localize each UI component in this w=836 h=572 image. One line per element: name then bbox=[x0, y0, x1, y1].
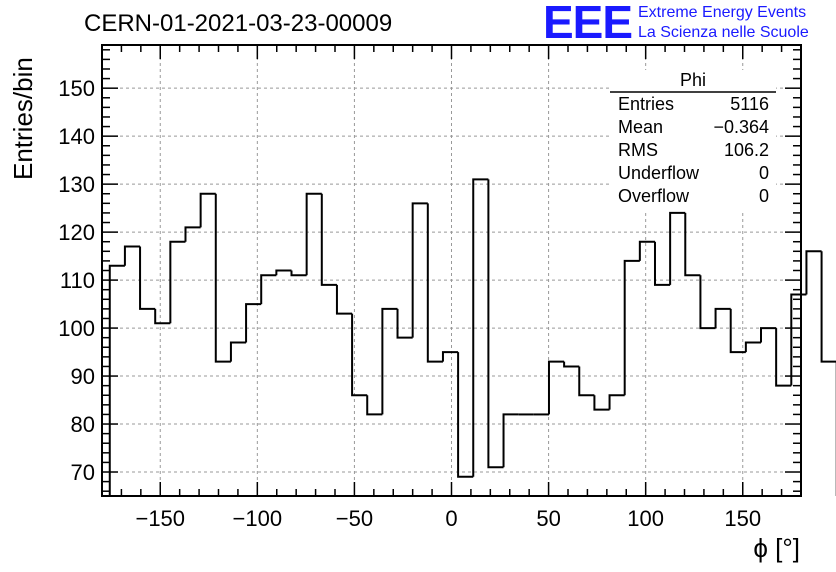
y-tick-label: 140 bbox=[58, 124, 95, 149]
stats-row-value: −0.364 bbox=[713, 117, 769, 137]
y-tick-label: 120 bbox=[58, 220, 95, 245]
x-tick-label: −50 bbox=[336, 506, 373, 531]
histogram-bin bbox=[229, 341, 247, 362]
histogram-bin bbox=[169, 240, 186, 324]
chart-title: CERN-01-2021-03-23-00009 bbox=[84, 10, 393, 37]
histogram-bin bbox=[199, 192, 216, 228]
y-tick-label: 90 bbox=[71, 364, 95, 389]
histogram-bin bbox=[487, 179, 504, 469]
histogram-bin bbox=[653, 241, 671, 286]
histogram-bin bbox=[608, 394, 625, 410]
histogram-bin bbox=[714, 307, 731, 329]
grid-lines bbox=[102, 45, 801, 496]
histogram-bin bbox=[775, 328, 792, 387]
stats-row-label: RMS bbox=[618, 140, 658, 160]
histogram-bin bbox=[320, 193, 337, 286]
histogram-bin bbox=[214, 193, 231, 363]
histogram-bin bbox=[123, 245, 141, 266]
stats-row-label: Underflow bbox=[618, 163, 700, 183]
y-tick-label: 130 bbox=[58, 172, 95, 197]
histogram-bin bbox=[820, 251, 836, 496]
y-tick-label: 100 bbox=[58, 316, 95, 341]
histogram-bin bbox=[805, 250, 822, 295]
logo-text-line2: La Scienza nelle Scuole bbox=[638, 24, 809, 41]
stats-row-value: 106.2 bbox=[724, 140, 769, 160]
histogram-bin bbox=[245, 303, 262, 343]
histogram-bin bbox=[426, 203, 443, 363]
x-tick-label: 100 bbox=[627, 506, 664, 531]
y-tick-label: 110 bbox=[60, 268, 95, 293]
histogram-bin bbox=[275, 269, 292, 276]
histogram-bin bbox=[563, 361, 580, 368]
histogram-series bbox=[108, 178, 836, 496]
histogram-bin bbox=[744, 341, 762, 353]
histogram-bin bbox=[457, 352, 474, 478]
stats-row-value: 0 bbox=[759, 186, 769, 206]
x-tick-label: 150 bbox=[724, 506, 761, 531]
stats-row-label: Overflow bbox=[618, 186, 690, 206]
histogram-bin bbox=[139, 246, 156, 310]
histogram-bin bbox=[381, 307, 398, 415]
y-tick-label: 150 bbox=[58, 76, 95, 101]
y-axis-label: Entries/bin bbox=[8, 57, 38, 180]
stats-row-label: Mean bbox=[618, 117, 663, 137]
x-tick-label: −100 bbox=[233, 506, 283, 531]
histogram-bin bbox=[684, 212, 701, 277]
histogram-bin bbox=[472, 178, 489, 477]
histogram-bin bbox=[154, 308, 171, 325]
histogram-bin bbox=[260, 274, 277, 305]
eee-logo-icon: EEE bbox=[543, 0, 633, 48]
histogram-bin bbox=[335, 284, 353, 315]
stats-box: Phi Entries 5116 Mean −0.364 RMS 106.2 Underfl… bbox=[610, 70, 776, 210]
histogram-bin bbox=[578, 366, 595, 397]
histogram-bin bbox=[547, 360, 565, 415]
histogram-bin bbox=[760, 327, 777, 343]
stats-row-value: 0 bbox=[759, 163, 769, 183]
histogram-bin bbox=[699, 275, 716, 330]
y-tick-labels: 70 80 90 100 110 120 130 140 150 bbox=[58, 76, 95, 485]
histogram-bin bbox=[623, 259, 640, 396]
y-tick-label: 70 bbox=[71, 460, 95, 485]
stats-box-background bbox=[610, 70, 776, 210]
logo-text-line1: Extreme Energy Events bbox=[638, 4, 807, 21]
histogram-bin bbox=[411, 202, 428, 338]
x-tick-label: 0 bbox=[445, 506, 457, 531]
y-tick-label: 80 bbox=[71, 412, 95, 437]
histogram-bin bbox=[290, 270, 307, 277]
axis-ticks bbox=[101, 45, 802, 496]
histogram-bin bbox=[184, 226, 201, 242]
histogram-bin bbox=[638, 240, 655, 261]
histogram-bin bbox=[669, 211, 686, 285]
histogram-bin bbox=[305, 192, 322, 276]
stats-name: Phi bbox=[680, 70, 706, 90]
x-tick-label: 50 bbox=[536, 506, 560, 531]
stats-row-value: 5116 bbox=[730, 94, 769, 114]
histogram-bin bbox=[366, 395, 383, 416]
histogram-bin bbox=[729, 308, 746, 354]
histogram-bin bbox=[441, 351, 459, 362]
x-tick-label: −150 bbox=[135, 506, 185, 531]
stats-row-label: Entries bbox=[618, 94, 674, 114]
histogram-bin bbox=[593, 395, 610, 411]
histogram-bin bbox=[396, 308, 413, 339]
x-axis-label: ϕ [°] bbox=[753, 533, 800, 563]
histogram-bin bbox=[108, 264, 125, 496]
histogram-bin bbox=[351, 313, 368, 397]
histogram-bin bbox=[502, 413, 519, 468]
x-tick-labels: −150 −100 −50 0 50 100 150 bbox=[135, 506, 761, 531]
